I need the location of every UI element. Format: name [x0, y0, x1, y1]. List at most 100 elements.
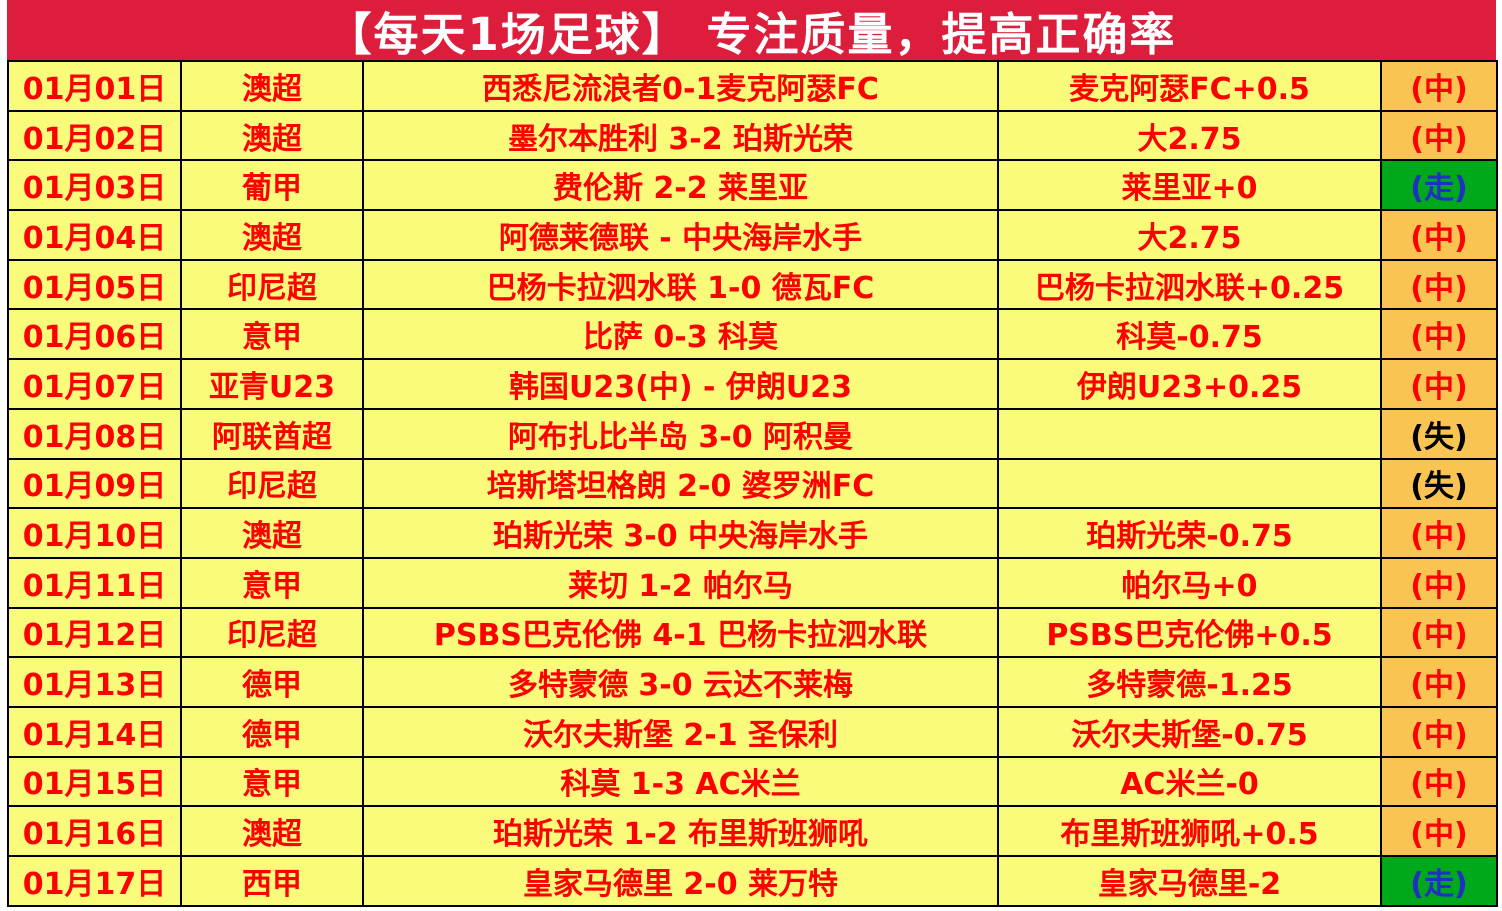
- result-cell: (中): [1380, 209, 1498, 261]
- result-cell: (失): [1380, 407, 1498, 460]
- pick-cell: 科莫-0.75: [997, 308, 1382, 361]
- table-row: 01月11日 意甲 莱切 1-2 帕尔马 帕尔马+0 (中): [7, 556, 1498, 609]
- table-row: 01月16日 澳超 珀斯光荣 1-2 布里斯班狮吼 布里斯班狮吼+0.5 (中): [7, 805, 1498, 857]
- pick-cell: 皇家马德里-2: [997, 855, 1382, 907]
- league-cell: 印尼超: [180, 457, 364, 510]
- match-cell: 比萨 0-3 科莫: [362, 308, 999, 361]
- league-cell: 澳超: [180, 60, 364, 112]
- pick-cell: [997, 407, 1382, 460]
- league-cell: 印尼超: [180, 606, 364, 659]
- match-cell: 莱切 1-2 帕尔马: [362, 556, 999, 609]
- match-cell: 韩国U23(中) - 伊朗U23: [362, 358, 999, 410]
- league-cell: 意甲: [180, 308, 364, 361]
- table-row: 01月01日 澳超 西悉尼流浪者0-1麦克阿瑟FC 麦克阿瑟FC+0.5 (中): [7, 60, 1498, 112]
- date-cell: 01月07日: [7, 358, 182, 410]
- result-cell: (中): [1380, 656, 1498, 708]
- date-cell: 01月13日: [7, 656, 182, 708]
- pick-cell: PSBS巴克伦佛+0.5: [997, 606, 1382, 659]
- match-cell: 珀斯光荣 3-0 中央海岸水手: [362, 507, 999, 559]
- table-row: 01月14日 德甲 沃尔夫斯堡 2-1 圣保利 沃尔夫斯堡-0.75 (中): [7, 705, 1498, 758]
- league-cell: 澳超: [180, 209, 364, 261]
- table-row: 01月09日 印尼超 培斯塔坦格朗 2-0 婆罗洲FC (失): [7, 457, 1498, 510]
- pick-cell: 珀斯光荣-0.75: [997, 507, 1382, 559]
- pick-cell: 布里斯班狮吼+0.5: [997, 805, 1382, 857]
- date-cell: 01月11日: [7, 556, 182, 609]
- pick-cell: [997, 457, 1382, 510]
- date-cell: 01月15日: [7, 755, 182, 808]
- league-cell: 印尼超: [180, 258, 364, 311]
- result-cell: (中): [1380, 507, 1498, 559]
- match-cell: 沃尔夫斯堡 2-1 圣保利: [362, 705, 999, 758]
- date-cell: 01月10日: [7, 507, 182, 559]
- date-cell: 01月14日: [7, 705, 182, 758]
- result-cell: (失): [1380, 457, 1498, 510]
- result-cell: (中): [1380, 755, 1498, 808]
- pick-cell: 沃尔夫斯堡-0.75: [997, 705, 1382, 758]
- match-cell: 墨尔本胜利 3-2 珀斯光荣: [362, 109, 999, 162]
- pick-cell: AC米兰-0: [997, 755, 1382, 808]
- page-title: 【每天1场足球】 专注质量，提高正确率: [7, 0, 1496, 61]
- league-cell: 西甲: [180, 855, 364, 907]
- match-cell: 科莫 1-3 AC米兰: [362, 755, 999, 808]
- date-cell: 01月04日: [7, 209, 182, 261]
- league-cell: 葡甲: [180, 159, 364, 212]
- league-cell: 澳超: [180, 109, 364, 162]
- match-cell: 培斯塔坦格朗 2-0 婆罗洲FC: [362, 457, 999, 510]
- date-cell: 01月12日: [7, 606, 182, 659]
- date-cell: 01月01日: [7, 60, 182, 112]
- table-row: 01月04日 澳超 阿德莱德联 - 中央海岸水手 大2.75 (中): [7, 209, 1498, 261]
- date-cell: 01月03日: [7, 159, 182, 212]
- match-cell: 多特蒙德 3-0 云达不莱梅: [362, 656, 999, 708]
- result-cell: (走): [1380, 855, 1498, 907]
- date-cell: 01月02日: [7, 109, 182, 162]
- table-row: 01月15日 意甲 科莫 1-3 AC米兰 AC米兰-0 (中): [7, 755, 1498, 808]
- pick-cell: 多特蒙德-1.25: [997, 656, 1382, 708]
- pick-cell: 莱里亚+0: [997, 159, 1382, 212]
- pick-cell: 伊朗U23+0.25: [997, 358, 1382, 410]
- date-cell: 01月17日: [7, 855, 182, 907]
- result-cell: (中): [1380, 556, 1498, 609]
- league-cell: 澳超: [180, 507, 364, 559]
- date-cell: 01月05日: [7, 258, 182, 311]
- table-row: 01月03日 葡甲 费伦斯 2-2 莱里亚 莱里亚+0 (走): [7, 159, 1498, 212]
- league-cell: 德甲: [180, 705, 364, 758]
- league-cell: 阿联酋超: [180, 407, 364, 460]
- pick-cell: 大2.75: [997, 109, 1382, 162]
- result-cell: (中): [1380, 258, 1498, 311]
- league-cell: 意甲: [180, 556, 364, 609]
- table-row: 01月12日 印尼超 PSBS巴克伦佛 4-1 巴杨卡拉泗水联 PSBS巴克伦佛+0.…: [7, 606, 1498, 659]
- league-cell: 澳超: [180, 805, 364, 857]
- pick-cell: 麦克阿瑟FC+0.5: [997, 60, 1382, 112]
- league-cell: 德甲: [180, 656, 364, 708]
- date-cell: 01月06日: [7, 308, 182, 361]
- pick-cell: 大2.75: [997, 209, 1382, 261]
- result-cell: (中): [1380, 358, 1498, 410]
- date-cell: 01月09日: [7, 457, 182, 510]
- picks-table: 01月01日 澳超 西悉尼流浪者0-1麦克阿瑟FC 麦克阿瑟FC+0.5 (中) 01月0…: [7, 60, 1498, 907]
- table-row: 01月05日 印尼超 巴杨卡拉泗水联 1-0 德瓦FC 巴杨卡拉泗水联+0.25 (中): [7, 258, 1498, 311]
- table-row: 01月10日 澳超 珀斯光荣 3-0 中央海岸水手 珀斯光荣-0.75 (中): [7, 507, 1498, 559]
- result-cell: (中): [1380, 805, 1498, 857]
- table-row: 01月13日 德甲 多特蒙德 3-0 云达不莱梅 多特蒙德-1.25 (中): [7, 656, 1498, 708]
- match-cell: 西悉尼流浪者0-1麦克阿瑟FC: [362, 60, 999, 112]
- table-row: 01月06日 意甲 比萨 0-3 科莫 科莫-0.75 (中): [7, 308, 1498, 361]
- table-row: 01月08日 阿联酋超 阿布扎比半岛 3-0 阿积曼 (失): [7, 407, 1498, 460]
- date-cell: 01月08日: [7, 407, 182, 460]
- pick-cell: 巴杨卡拉泗水联+0.25: [997, 258, 1382, 311]
- result-cell: (走): [1380, 159, 1498, 212]
- table-row: 01月17日 西甲 皇家马德里 2-0 莱万特 皇家马德里-2 (走): [7, 855, 1498, 907]
- match-cell: 珀斯光荣 1-2 布里斯班狮吼: [362, 805, 999, 857]
- match-cell: 巴杨卡拉泗水联 1-0 德瓦FC: [362, 258, 999, 311]
- result-cell: (中): [1380, 60, 1498, 112]
- pick-cell: 帕尔马+0: [997, 556, 1382, 609]
- league-cell: 亚青U23: [180, 358, 364, 410]
- match-cell: 阿布扎比半岛 3-0 阿积曼: [362, 407, 999, 460]
- league-cell: 意甲: [180, 755, 364, 808]
- result-cell: (中): [1380, 109, 1498, 162]
- table-row: 01月07日 亚青U23 韩国U23(中) - 伊朗U23 伊朗U23+0.25 (中): [7, 358, 1498, 410]
- match-cell: 皇家马德里 2-0 莱万特: [362, 855, 999, 907]
- match-cell: 阿德莱德联 - 中央海岸水手: [362, 209, 999, 261]
- match-cell: 费伦斯 2-2 莱里亚: [362, 159, 999, 212]
- result-cell: (中): [1380, 705, 1498, 758]
